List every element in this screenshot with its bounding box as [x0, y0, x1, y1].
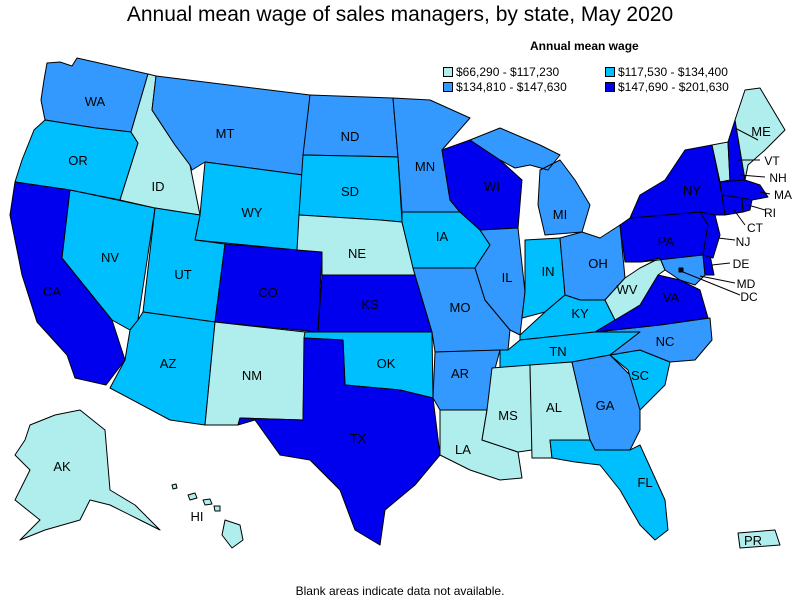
- state-nd[interactable]: [302, 94, 399, 158]
- state-me[interactable]: [734, 87, 786, 181]
- state-label-nj: NJ: [736, 235, 751, 249]
- leader-line-md: [699, 275, 736, 284]
- state-hi[interactable]: [171, 483, 244, 549]
- state-fl[interactable]: [549, 439, 669, 541]
- state-label-dc: DC: [740, 290, 758, 304]
- state-label-mi: MI: [553, 207, 567, 222]
- state-co[interactable]: [214, 243, 323, 333]
- state-wy[interactable]: [194, 161, 304, 251]
- state-label-ne: NE: [348, 246, 366, 261]
- leader-line-dc: [682, 271, 741, 296]
- state-label-ar: AR: [451, 366, 469, 381]
- legend-swatch-1: [443, 67, 453, 77]
- state-label-me: ME: [751, 124, 771, 139]
- leader-line-nj: [717, 237, 736, 241]
- state-label-ma: MA: [774, 188, 792, 202]
- state-label-de: DE: [733, 257, 750, 271]
- state-label-ut: UT: [174, 267, 191, 282]
- legend-label-4: $147,690 - $201,630: [618, 80, 729, 94]
- legend-swatch-4: [605, 82, 615, 92]
- state-label-tx: TX: [350, 431, 367, 446]
- leader-line-nh: [739, 174, 766, 178]
- state-ri[interactable]: [741, 197, 753, 213]
- legend-item-3: $134,810 - $147,630: [443, 80, 567, 94]
- state-label-ky: KY: [571, 306, 589, 321]
- state-ct[interactable]: [721, 194, 744, 216]
- state-label-va: VA: [663, 290, 680, 305]
- state-label-md: MD: [737, 277, 756, 291]
- state-label-hi: HI: [191, 509, 204, 524]
- footnote: Blank areas indicate data not available.: [295, 584, 505, 598]
- state-label-or: OR: [68, 153, 88, 168]
- state-label-co: CO: [258, 285, 278, 300]
- legend-item-4: $147,690 - $201,630: [605, 80, 729, 94]
- state-label-mo: MO: [450, 300, 471, 315]
- state-label-al: AL: [546, 400, 562, 415]
- state-label-ct: CT: [747, 221, 764, 235]
- state-label-fl: FL: [637, 475, 652, 490]
- state-label-oh: OH: [588, 256, 608, 271]
- state-label-sd: SD: [341, 184, 359, 199]
- state-label-sc: SC: [631, 368, 649, 383]
- state-label-wy: WY: [242, 205, 263, 220]
- legend-item-2: $117,530 - $134,400: [605, 65, 728, 79]
- legend-label-1: $66,290 - $117,230: [456, 65, 560, 79]
- state-label-pr: PR: [744, 533, 762, 548]
- legend-title: Annual mean wage: [530, 39, 639, 53]
- state-label-ri: RI: [764, 206, 776, 220]
- dc-marker: [678, 267, 684, 273]
- state-label-ks: KS: [361, 297, 379, 312]
- state-label-mn: MN: [415, 159, 435, 174]
- state-label-ok: OK: [377, 356, 396, 371]
- legend-label-3: $134,810 - $147,630: [456, 80, 567, 94]
- legend-item-1: $66,290 - $117,230: [443, 65, 559, 79]
- state-label-id: ID: [152, 179, 165, 194]
- state-label-ny: NY: [683, 183, 701, 198]
- state-label-ak: AK: [53, 459, 71, 474]
- state-label-la: LA: [455, 442, 471, 457]
- leader-line-de: [711, 262, 731, 266]
- state-label-ia: IA: [436, 229, 449, 244]
- state-label-mt: MT: [216, 126, 235, 141]
- legend-label-2: $117,530 - $134,400: [618, 65, 728, 79]
- state-label-tn: TN: [549, 344, 566, 359]
- state-label-nc: NC: [656, 334, 675, 349]
- state-label-wi: WI: [484, 179, 500, 194]
- legend-swatch-3: [443, 82, 453, 92]
- leader-line-ri: [747, 204, 766, 211]
- legend-swatch-2: [605, 67, 615, 77]
- state-label-il: IL: [502, 270, 513, 285]
- state-ny[interactable]: [629, 144, 726, 219]
- state-label-nv: NV: [101, 250, 119, 265]
- leader-line-ma: [759, 191, 771, 195]
- state-pr[interactable]: [737, 529, 781, 549]
- map-title: Annual mean wage of sales managers, by s…: [126, 3, 674, 26]
- state-mi[interactable]: [469, 127, 591, 236]
- state-label-nm: NM: [242, 368, 262, 383]
- state-label-nh: NH: [769, 171, 786, 185]
- state-label-pa: PA: [658, 234, 675, 249]
- state-label-in: IN: [542, 264, 555, 279]
- state-ak[interactable]: [14, 409, 161, 541]
- state-label-wa: WA: [85, 94, 106, 109]
- state-labels: WA OR CA NV ID MT WY UT AZ CO NM ND SD N…: [43, 94, 792, 548]
- state-il[interactable]: [474, 227, 526, 336]
- leader-line-ct: [733, 209, 746, 226]
- leader-line-vt: [734, 127, 759, 141]
- state-label-az: AZ: [160, 356, 177, 371]
- state-label-ca: CA: [43, 284, 61, 299]
- state-label-vt: VT: [764, 154, 780, 168]
- state-label-nd: ND: [341, 129, 360, 144]
- state-label-ms: MS: [498, 408, 518, 423]
- state-tx[interactable]: [237, 337, 441, 546]
- state-label-ga: GA: [596, 398, 615, 413]
- state-label-wv: WV: [617, 282, 638, 297]
